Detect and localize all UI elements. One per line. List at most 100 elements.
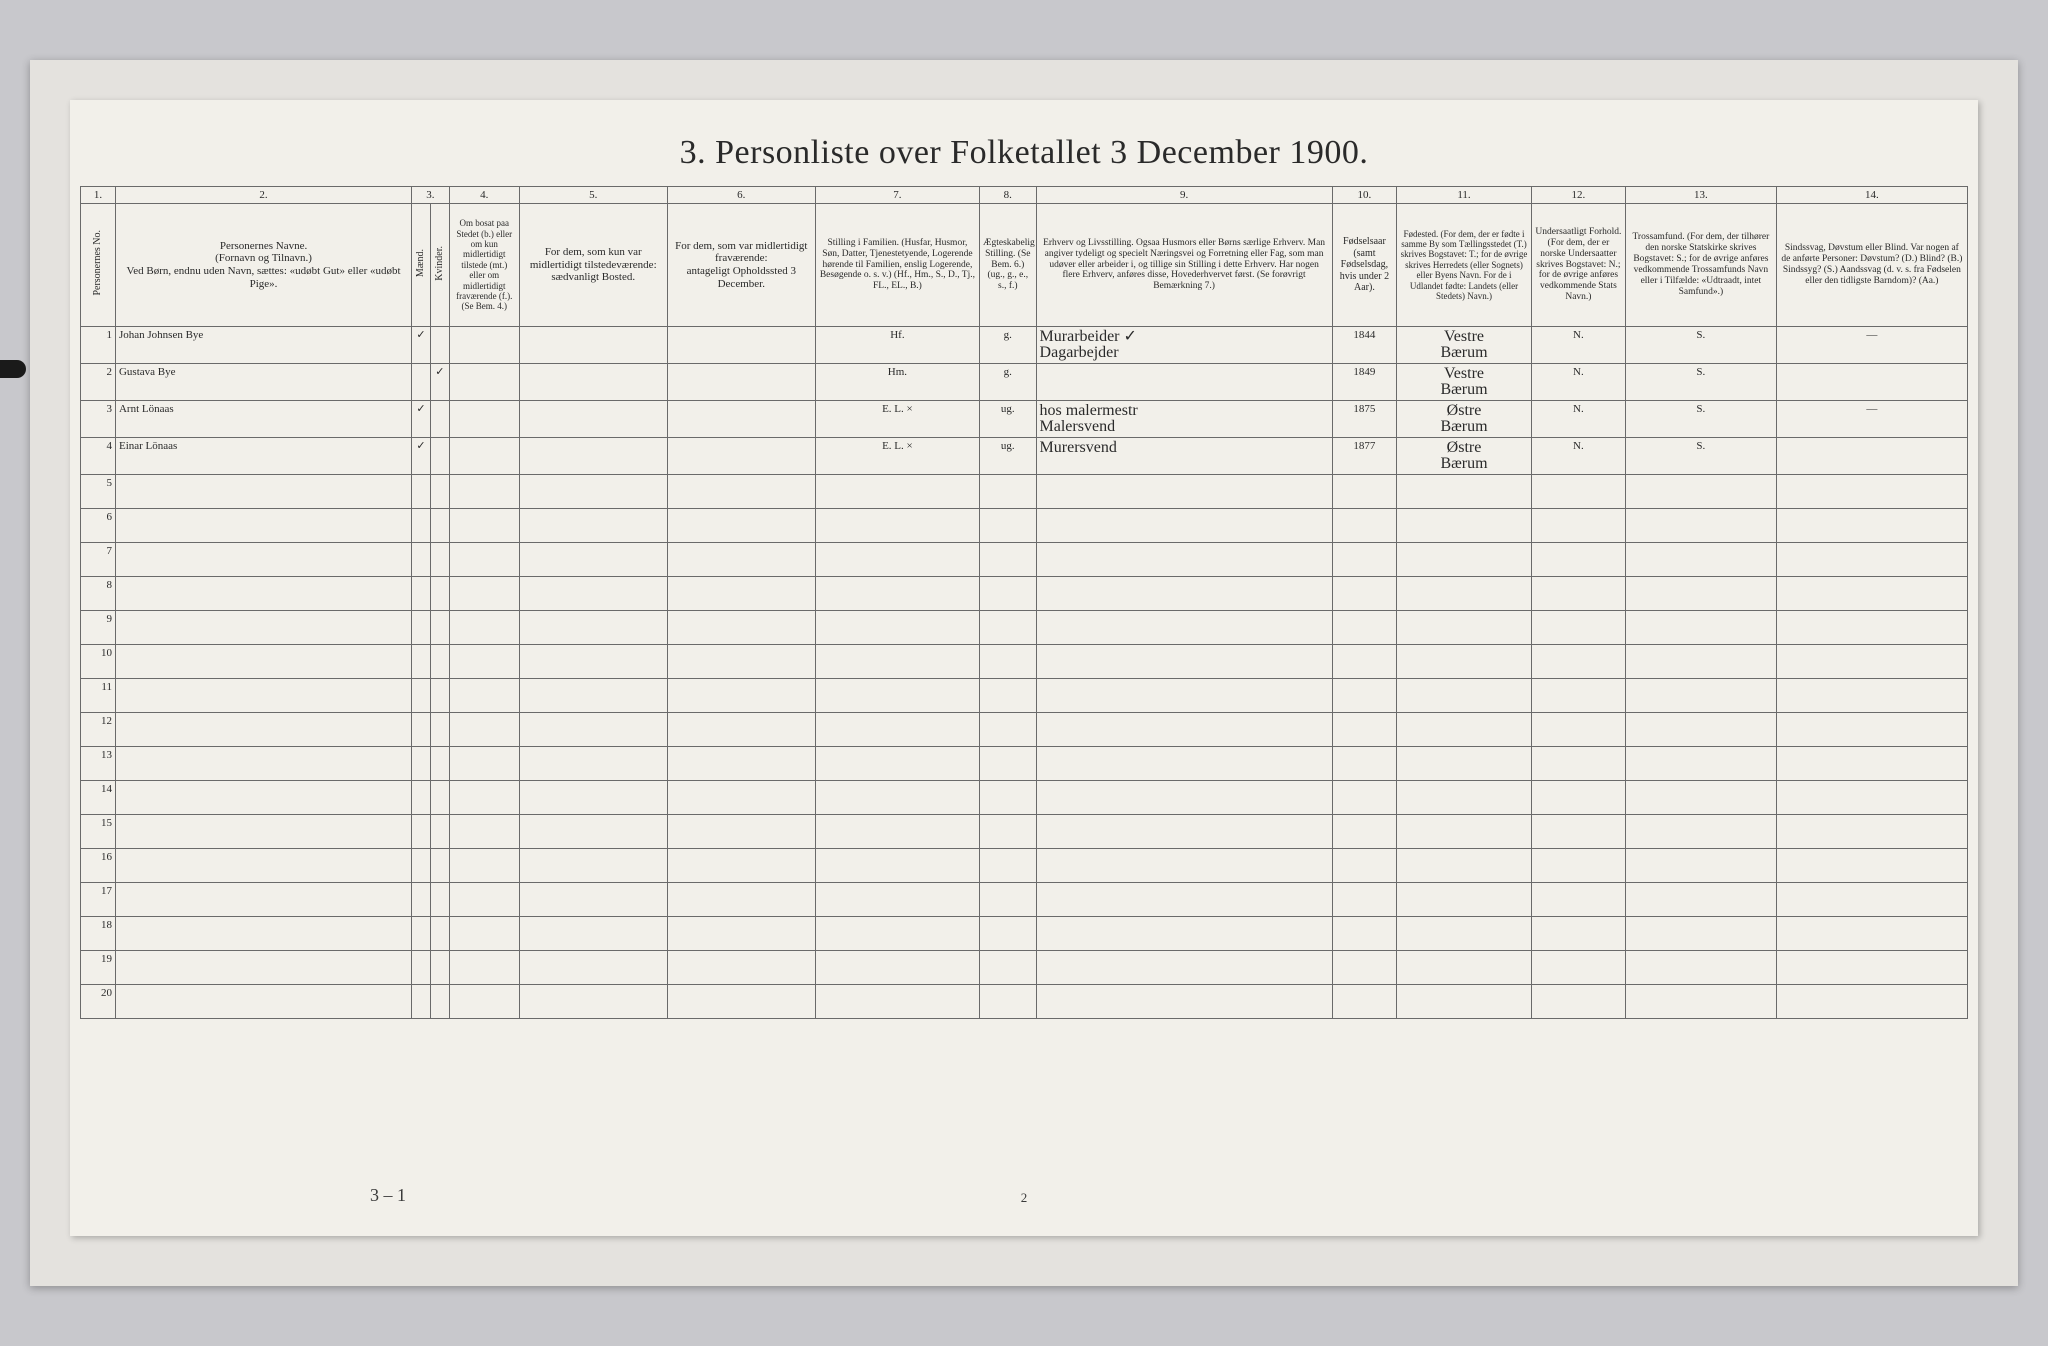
cell-empty [1776, 543, 1967, 577]
cell-empty [980, 543, 1037, 577]
cell-empty [980, 679, 1037, 713]
page-title: 3. Personliste over Folketallet 3 Decemb… [70, 100, 1978, 186]
cell-empty [412, 781, 431, 815]
cell-empty [1626, 713, 1777, 747]
cell-empty [1531, 645, 1625, 679]
cell-empty [1036, 849, 1332, 883]
cell-fsted: Vestre Bærum [1397, 364, 1532, 401]
cell-empty [1397, 577, 1532, 611]
cell-empty [1626, 611, 1777, 645]
cell-m: ✓ [412, 327, 431, 364]
cell-empty: 9 [81, 611, 116, 645]
cell-empty [1776, 883, 1967, 917]
cell-empty [1036, 509, 1332, 543]
cell-empty [1531, 611, 1625, 645]
cell-tro: S. [1626, 364, 1777, 401]
cell-empty [815, 577, 979, 611]
cell-c6 [667, 401, 815, 438]
cell-c5 [519, 327, 667, 364]
cell-m: ✓ [412, 401, 431, 438]
cell-empty [449, 577, 519, 611]
cell-empty [815, 781, 979, 815]
cell-empty [980, 849, 1037, 883]
cell-empty [815, 747, 979, 781]
cell-empty [980, 645, 1037, 679]
cell-empty [667, 713, 815, 747]
table-row: 19 [81, 951, 1968, 985]
cell-empty [980, 577, 1037, 611]
cell-empty [449, 713, 519, 747]
header-birthplace: Fødested. (For dem, der er fødte i samme… [1397, 204, 1532, 327]
cell-empty [1397, 781, 1532, 815]
table-row: 4Einar Lönaas✓E. L. ×ug.Murersvend1877Øs… [81, 438, 1968, 475]
cell-empty [412, 747, 431, 781]
cell-empty [1397, 815, 1532, 849]
table-row: 6 [81, 509, 1968, 543]
cell-empty [1531, 475, 1625, 509]
cell-empty [519, 679, 667, 713]
cell-aar: 1877 [1332, 438, 1397, 475]
cell-empty [1332, 713, 1397, 747]
cell-und: N. [1531, 401, 1625, 438]
cell-empty [115, 713, 411, 747]
cell-tro: S. [1626, 438, 1777, 475]
cell-empty [115, 475, 411, 509]
cell-empty [412, 645, 431, 679]
column-number-row: 1.2.3.4.5.6.7.8.9.10.11.12.13.14. [81, 187, 1968, 204]
cell-empty [815, 951, 979, 985]
cell-empty [1626, 577, 1777, 611]
cell-empty [412, 475, 431, 509]
cell-c6 [667, 327, 815, 364]
column-number: 4. [449, 187, 519, 204]
cell-empty [667, 849, 815, 883]
footnote-page-number: 2 [1021, 1190, 1028, 1206]
table-row: 12 [81, 713, 1968, 747]
cell-und: N. [1531, 364, 1625, 401]
cell-empty [1626, 679, 1777, 713]
table-row: 13 [81, 747, 1968, 781]
cell-empty [1036, 815, 1332, 849]
cell-egt: ug. [980, 438, 1037, 475]
cell-und: N. [1531, 327, 1625, 364]
column-number: 7. [815, 187, 979, 204]
footnote-left: 3 – 1 [370, 1185, 406, 1206]
cell-empty [1776, 645, 1967, 679]
cell-c14 [1776, 438, 1967, 475]
cell-empty [980, 985, 1037, 1019]
cell-empty [412, 611, 431, 645]
cell-empty [519, 985, 667, 1019]
cell-empty [430, 985, 449, 1019]
cell-empty [1531, 781, 1625, 815]
cell-empty [1776, 917, 1967, 951]
cell-empty [1626, 849, 1777, 883]
cell-empty [815, 849, 979, 883]
table-row: 11 [81, 679, 1968, 713]
table-row: 20 [81, 985, 1968, 1019]
cell-empty [115, 781, 411, 815]
cell-empty [1531, 883, 1625, 917]
cell-empty [1531, 951, 1625, 985]
cell-empty [115, 611, 411, 645]
cell-empty [519, 713, 667, 747]
cell-empty [1776, 577, 1967, 611]
binder-hole [0, 360, 26, 378]
cell-empty: 5 [81, 475, 116, 509]
cell-empty [519, 645, 667, 679]
cell-n: 4 [81, 438, 116, 475]
cell-k: ✓ [430, 364, 449, 401]
cell-empty [980, 883, 1037, 917]
cell-empty [1332, 849, 1397, 883]
cell-empty [1397, 475, 1532, 509]
cell-empty [1626, 645, 1777, 679]
cell-empty [519, 747, 667, 781]
cell-empty [1531, 543, 1625, 577]
cell-m: ✓ [412, 438, 431, 475]
cell-empty [1397, 611, 1532, 645]
cell-empty [1397, 645, 1532, 679]
column-number: 9. [1036, 187, 1332, 204]
cell-empty [449, 509, 519, 543]
cell-empty [815, 815, 979, 849]
cell-empty [449, 951, 519, 985]
cell-fam: E. L. × [815, 438, 979, 475]
cell-empty [667, 815, 815, 849]
